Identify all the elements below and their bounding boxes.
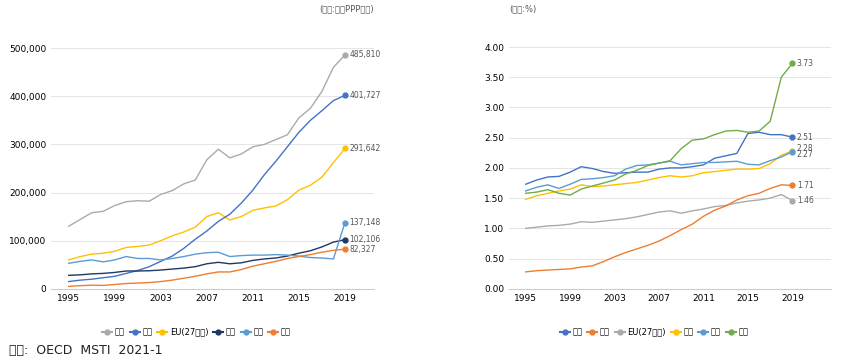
Legend: 미국, 중국, EU(27개국), 독일, 일본, 한국: 미국, 중국, EU(27개국), 독일, 일본, 한국 (99, 324, 294, 340)
Text: 102,106: 102,106 (350, 235, 381, 244)
Text: 82,327: 82,327 (350, 245, 376, 254)
Text: 3.73: 3.73 (797, 59, 814, 68)
Legend: 미국, 중국, EU(27개국), 독일, 일본, 한국: 미국, 중국, EU(27개국), 독일, 일본, 한국 (556, 324, 752, 340)
Text: 2.51: 2.51 (797, 132, 813, 142)
Text: 2.27: 2.27 (797, 149, 813, 158)
Text: 2.28: 2.28 (797, 144, 813, 153)
Text: 485,810: 485,810 (350, 51, 381, 60)
Text: 291,642: 291,642 (350, 144, 381, 153)
Text: 1.46: 1.46 (797, 196, 813, 205)
Text: (단위:%): (단위:%) (509, 4, 536, 13)
Text: 출처:  OECD  MSTI  2021-1: 출처: OECD MSTI 2021-1 (9, 344, 162, 357)
Text: (단위:백만PPP달러): (단위:백만PPP달러) (319, 4, 374, 13)
Text: 401,727: 401,727 (350, 91, 381, 100)
Text: 137,148: 137,148 (350, 218, 381, 227)
Text: 1.71: 1.71 (797, 181, 813, 190)
